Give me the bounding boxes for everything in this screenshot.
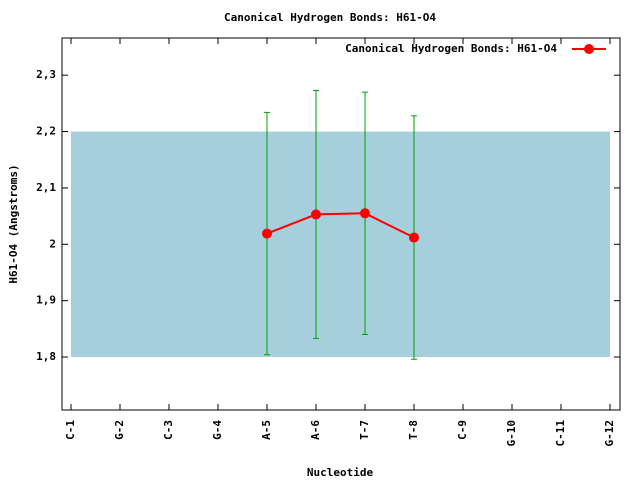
y-tick-label: 2 [49, 237, 56, 250]
y-tick-label: 1,9 [36, 294, 56, 307]
x-tick-label: C-11 [554, 420, 567, 447]
y-tick-label: 1,8 [36, 350, 56, 363]
data-point [262, 228, 272, 239]
y-tick-label: 2,3 [36, 68, 56, 81]
data-point [360, 208, 370, 219]
x-tick-label: A-6 [309, 420, 322, 440]
data-point [409, 232, 419, 243]
legend-marker [584, 44, 594, 54]
x-tick-label: T-7 [358, 420, 371, 440]
x-tick-label: G-4 [211, 420, 224, 440]
x-tick-label: G-12 [603, 420, 616, 447]
reference-band [71, 131, 610, 358]
x-tick-label: C-3 [162, 420, 175, 440]
x-tick-label: G-10 [505, 420, 518, 447]
plot-border [61, 37, 621, 411]
x-tick-label: C-1 [64, 420, 77, 440]
chart-title: Canonical Hydrogen Bonds: H61-O4 [224, 11, 436, 24]
legend-label: Canonical Hydrogen Bonds: H61-O4 [345, 42, 557, 55]
y-tick-label: 2,1 [36, 181, 56, 194]
series-line [266, 212, 415, 239]
y-tick-label: 2,2 [36, 125, 56, 138]
x-tick-label: G-2 [113, 420, 126, 440]
data-point [311, 209, 321, 220]
x-axis-label: Nucleotide [307, 466, 374, 479]
x-tick-label: A-5 [260, 420, 273, 440]
x-tick-label: C-9 [456, 420, 469, 440]
y-axis-label: H61-O4 (Angstroms) [7, 164, 20, 283]
x-tick-label: T-8 [407, 420, 420, 440]
